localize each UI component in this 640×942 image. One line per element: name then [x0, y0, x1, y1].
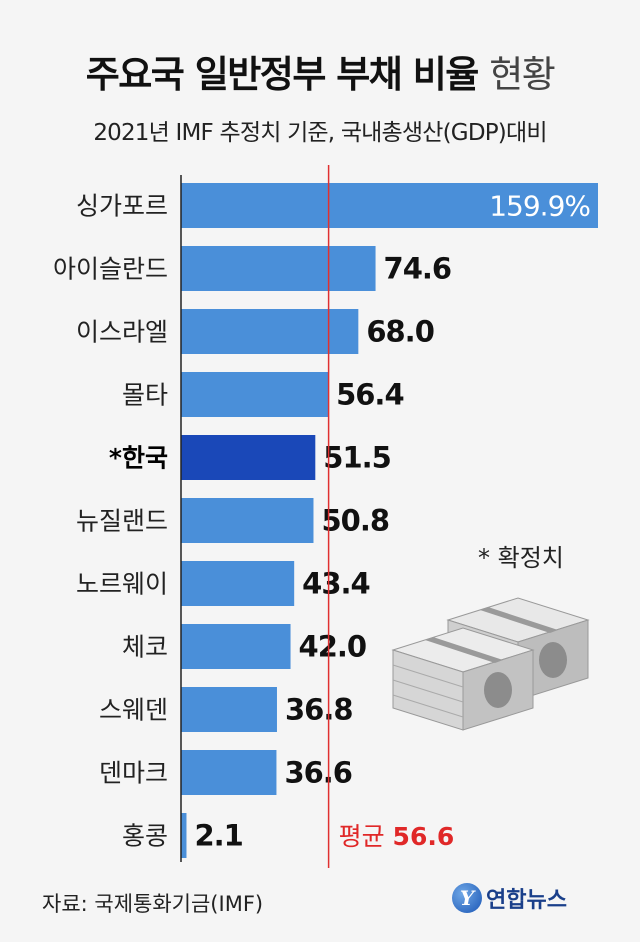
category-label-2: 이스라엘 — [76, 318, 168, 347]
value-label-0: 159.9% — [489, 190, 590, 223]
average-value: 56.6 — [393, 822, 455, 851]
bar-4 — [181, 435, 316, 480]
value-label-6: 43.4 — [302, 567, 370, 601]
value-label-4: 51.5 — [323, 441, 391, 475]
category-label-1: 아이슬란드 — [53, 255, 168, 284]
category-label-5: 뉴질랜드 — [76, 507, 168, 536]
category-label-9: 덴마크 — [99, 759, 168, 788]
title-suffix: 현황 — [489, 53, 556, 96]
bar-1 — [181, 246, 376, 291]
bar-9 — [181, 750, 277, 795]
bar-chart: 싱가포르 159.9% 아이슬란드 74.6 이스라엘 68.0 몰타 56.4 *한국 51.5… — [53, 165, 598, 868]
bar-10 — [181, 813, 187, 858]
bar-6 — [181, 561, 295, 606]
yonhap-logo-mark: Y — [452, 883, 482, 913]
value-label-3: 56.4 — [336, 378, 404, 412]
category-label-8: 스웨덴 — [99, 696, 168, 725]
value-label-8: 36.8 — [285, 693, 353, 727]
confirmed-note: * 확정치 — [478, 544, 564, 572]
category-label-4: *한국 — [109, 444, 168, 473]
category-label-3: 몰타 — [122, 381, 168, 410]
category-label-7: 체코 — [122, 633, 168, 662]
source-note: 자료: 국제통화기금(IMF) — [42, 892, 264, 916]
bar-8 — [181, 687, 277, 732]
chart-subtitle: 2021년 IMF 추정치 기준, 국내총생산(GDP)대비 — [93, 120, 547, 146]
average-label: 평균 56.6 — [339, 822, 455, 851]
bar-7 — [181, 624, 291, 669]
value-label-2: 68.0 — [366, 315, 434, 349]
bar-3 — [181, 372, 329, 417]
category-label-0: 싱가포르 — [76, 192, 168, 221]
bar-5 — [181, 498, 314, 543]
yonhap-logo-text: 연합뉴스 — [486, 888, 567, 913]
value-label-1: 74.6 — [384, 252, 452, 286]
value-label-5: 50.8 — [321, 504, 389, 538]
chart-title: 주요국 일반정부 부채 비율 현황 — [0, 44, 640, 98]
category-label-6: 노르웨이 — [76, 570, 168, 599]
yonhap-logo: Y 연합뉴스 — [452, 882, 567, 914]
bar-0 — [181, 183, 598, 228]
value-label-7: 42.0 — [299, 630, 367, 664]
average-label-text: 평균 — [339, 822, 393, 851]
value-label-9: 36.6 — [284, 756, 352, 790]
money-stack-illustration — [391, 597, 590, 731]
value-label-10: 2.1 — [194, 819, 242, 853]
bar-2 — [181, 309, 359, 354]
money-stack-front — [391, 627, 535, 731]
title-main: 주요국 일반정부 부채 비율 — [85, 53, 480, 96]
category-label-10: 홍콩 — [122, 822, 168, 851]
